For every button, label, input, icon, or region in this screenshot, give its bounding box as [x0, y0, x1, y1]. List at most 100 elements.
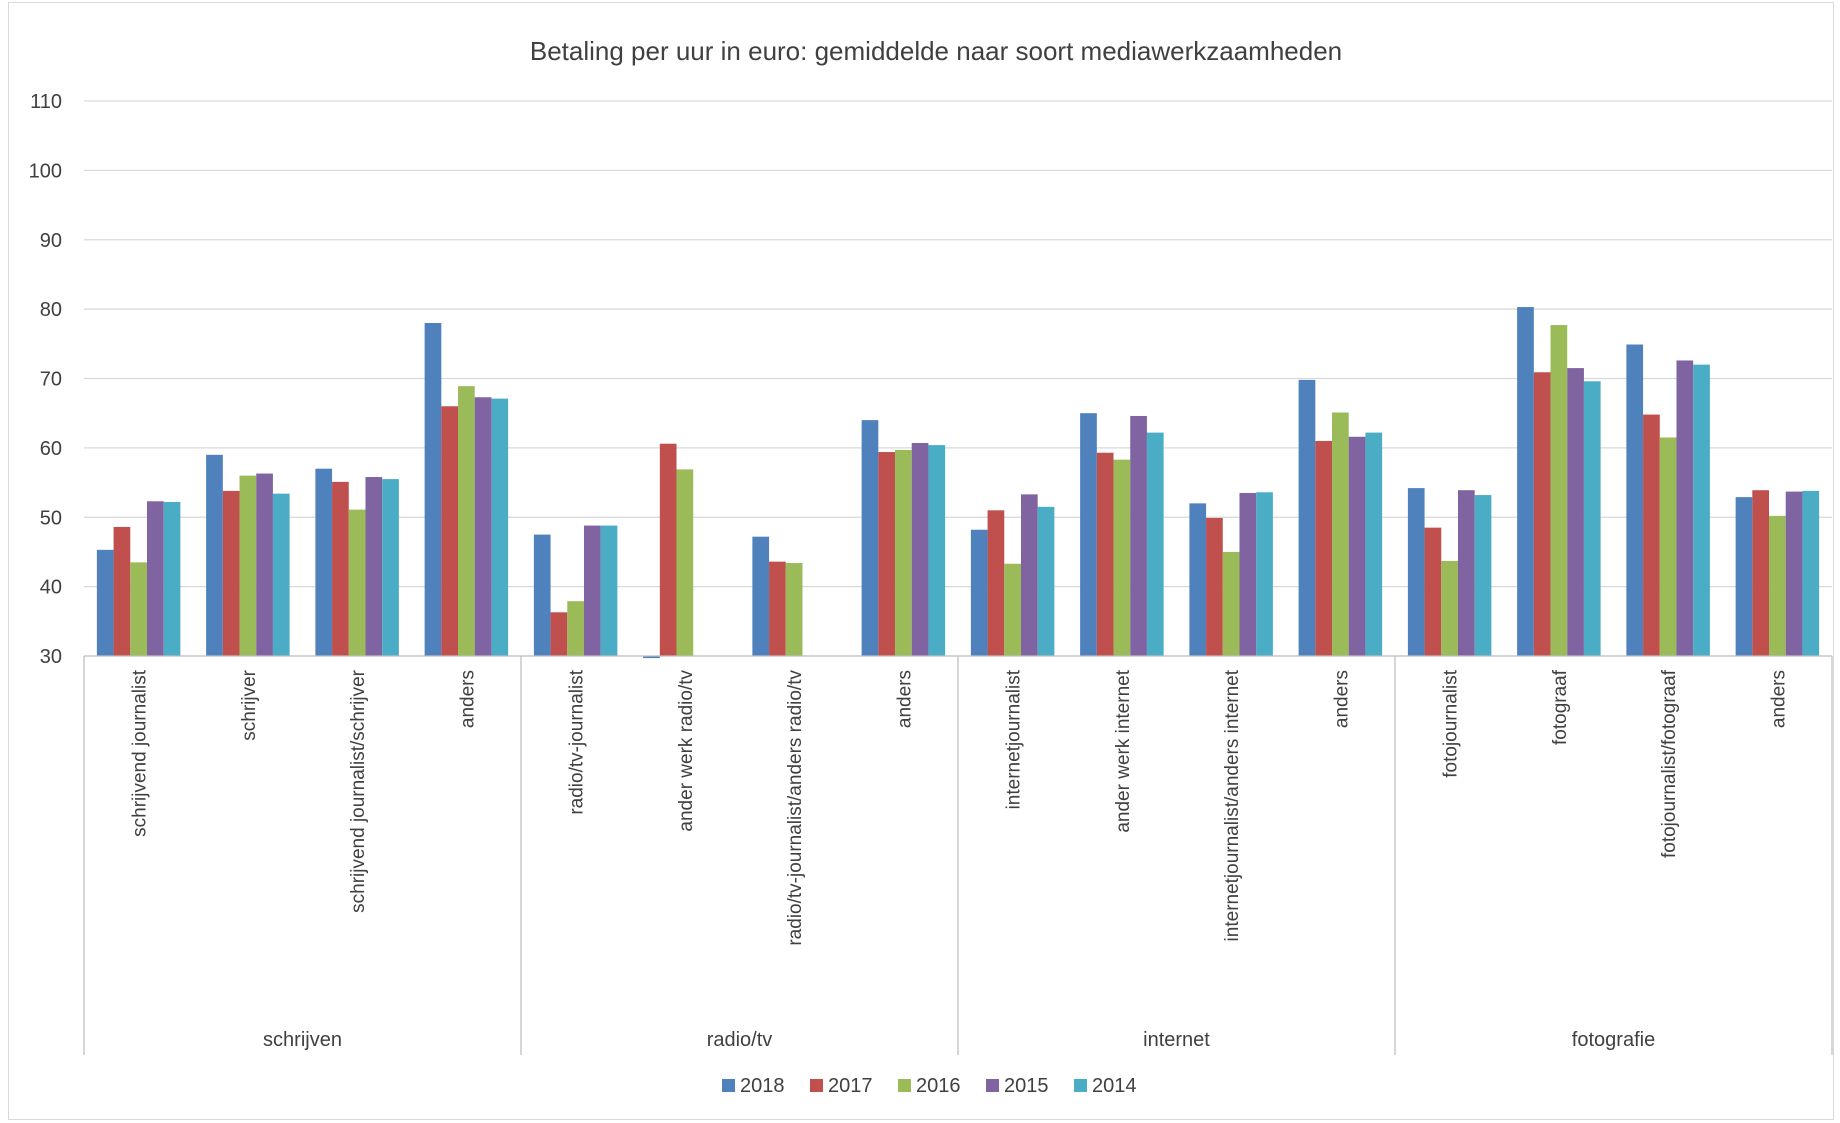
bar [1517, 307, 1534, 656]
bar [643, 656, 660, 659]
bar [1239, 492, 1257, 656]
bar [1020, 494, 1038, 656]
bar [1146, 432, 1164, 656]
bar [332, 481, 349, 656]
category-label: schrijvend journalist [130, 669, 151, 837]
bar [1206, 517, 1223, 656]
bar [1315, 440, 1333, 656]
bar [1474, 495, 1492, 656]
category-label: internetjournalist [1004, 669, 1025, 809]
bars [96, 307, 1820, 659]
legend-label: 2017 [828, 1075, 873, 1097]
category-label: fotograaf [1550, 669, 1571, 745]
bar [424, 323, 442, 656]
legend-label: 2015 [1004, 1075, 1049, 1097]
bar [441, 406, 459, 656]
category-label: radio/tv-journalist/anders radio/tv [785, 670, 806, 946]
category-label: anders [1331, 670, 1352, 728]
bar [1693, 364, 1710, 656]
bar [348, 509, 366, 656]
y-tick-label: 50 [40, 507, 62, 529]
category-label: anders [457, 670, 478, 728]
category-label: schrijvend journalist/schrijver [348, 669, 369, 913]
bar [146, 501, 164, 656]
bar [365, 477, 383, 656]
group-label: schrijven [263, 1029, 342, 1051]
bar [1407, 488, 1425, 656]
category-label: radio/tv-journalist [567, 669, 588, 814]
category-label: fotojournalist/fotograaf [1659, 669, 1680, 858]
chart-title: Betaling per uur in euro: gemiddelde naa… [530, 36, 1342, 66]
bar [1256, 492, 1273, 656]
category-label: ander werk radio/tv [676, 670, 697, 832]
bar [928, 445, 946, 656]
bar [206, 454, 223, 656]
bar [583, 525, 601, 656]
bar [113, 526, 131, 656]
bar [382, 479, 399, 656]
y-tick-label: 30 [40, 646, 62, 668]
bar [1533, 372, 1551, 656]
bar [1659, 437, 1677, 656]
bar [1348, 436, 1366, 656]
legend: 2018 2017 2016 2015 2014 [722, 1075, 1137, 1097]
bar [222, 490, 240, 656]
bar [163, 501, 181, 656]
category-label: fotojournalist [1441, 669, 1462, 777]
bar [970, 529, 988, 656]
bar [659, 443, 677, 656]
bar [1424, 527, 1442, 656]
y-tick-label: 70 [40, 369, 62, 391]
bar [600, 525, 618, 656]
bar [272, 493, 290, 656]
category-label: anders [1768, 670, 1789, 728]
bar [1080, 413, 1097, 656]
bar [785, 563, 803, 656]
bar [550, 612, 568, 656]
y-tick-label: 110 [30, 91, 62, 113]
bar [1735, 497, 1753, 656]
category-label: schrijver [239, 669, 260, 740]
bar [861, 420, 879, 656]
bar [1365, 432, 1383, 656]
category-label: internetjournalist/anders internet [1222, 669, 1243, 941]
bar [1332, 412, 1349, 656]
y-axis-ticks: 30 40 50 60 70 80 90 100 110 [29, 91, 62, 668]
bar [1643, 414, 1660, 656]
bar [1567, 368, 1584, 656]
bar [239, 475, 257, 656]
bar [1550, 325, 1568, 656]
bar [911, 443, 929, 656]
bar [1113, 459, 1131, 656]
y-tick-label: 60 [40, 438, 62, 460]
legend-label: 2016 [916, 1075, 961, 1097]
bar [1457, 490, 1475, 656]
bar [533, 534, 551, 656]
group-label: fotografie [1572, 1029, 1655, 1051]
y-tick-label: 40 [40, 577, 62, 599]
category-label: anders [894, 670, 915, 728]
bar [96, 549, 114, 656]
bar [676, 469, 694, 656]
bar [1037, 506, 1055, 656]
legend-swatch [810, 1079, 823, 1092]
legend-label: 2018 [740, 1075, 785, 1097]
bar [130, 562, 147, 656]
group-label: radio/tv [707, 1029, 773, 1051]
bar [474, 397, 492, 656]
bar [752, 536, 770, 656]
bar [1583, 381, 1601, 656]
legend-label: 2014 [1092, 1075, 1137, 1097]
legend-swatch [898, 1079, 911, 1092]
bar [491, 398, 509, 656]
bar [1785, 491, 1803, 656]
bar [1130, 415, 1147, 656]
bar [458, 386, 475, 656]
bar [987, 510, 1005, 656]
group-label: internet [1143, 1029, 1210, 1051]
x-axis: schrijvend journalist schrijver schrijvend… [83, 655, 1833, 1055]
bar [769, 561, 786, 656]
bar [315, 468, 333, 656]
y-tick-label: 80 [40, 299, 62, 321]
